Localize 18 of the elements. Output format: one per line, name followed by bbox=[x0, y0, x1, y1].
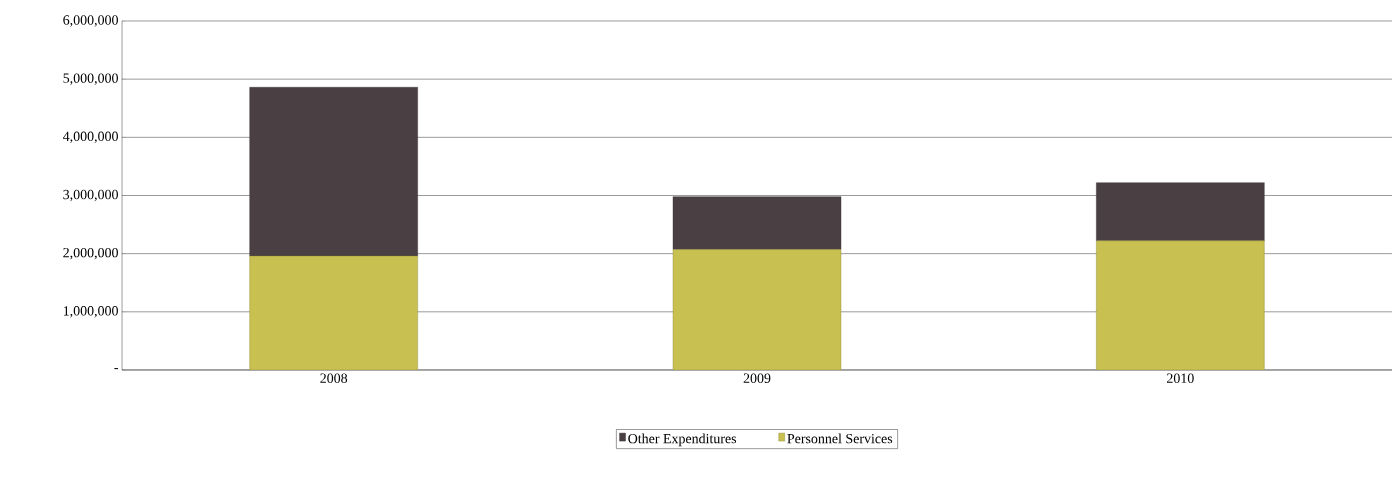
y-tick-label: 1,000,000 bbox=[63, 306, 118, 318]
y-tick-label: 6,000,000 bbox=[63, 15, 118, 27]
x-tick-label: 2008 bbox=[320, 373, 348, 383]
y-tick-label: 3,000,000 bbox=[63, 189, 118, 202]
y-tick-label: 5,000,000 bbox=[63, 73, 118, 85]
y-tick-label: 4,000,000 bbox=[62, 131, 118, 144]
y-tick-label: 2,000,000 bbox=[63, 247, 118, 260]
bar bbox=[249, 87, 418, 257]
bar bbox=[1096, 182, 1265, 242]
legend-label: Personnel Services bbox=[787, 433, 893, 444]
y-tick-label: - bbox=[114, 368, 118, 370]
x-tick-label: 2010 bbox=[1166, 373, 1194, 383]
bar bbox=[672, 249, 842, 370]
bar bbox=[1096, 240, 1265, 370]
x-tick-label: 2009 bbox=[743, 373, 771, 383]
bar bbox=[672, 196, 842, 250]
bar bbox=[249, 255, 418, 370]
legend-label: Other Expenditures bbox=[628, 433, 737, 447]
